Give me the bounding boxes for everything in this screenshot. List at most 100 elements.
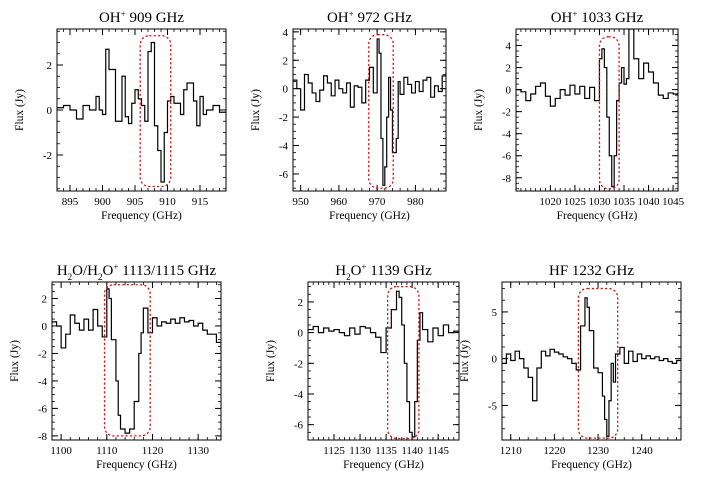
title-title-mid: O: [351, 263, 362, 279]
spectrum-line: [52, 288, 221, 434]
highlight-box: [139, 35, 172, 188]
spectrum-line: [308, 290, 459, 438]
plot-frame: [56, 28, 227, 192]
y-tick-label: 0: [42, 321, 48, 333]
x-tick-label: 915: [192, 196, 209, 208]
panel-title: OH+ 972 GHz: [327, 9, 412, 26]
title-title-sup: +: [572, 9, 577, 19]
x-tick-label: 1240: [631, 445, 654, 457]
title-title-rest: 909 GHz: [126, 10, 185, 26]
plot-frame: [501, 281, 682, 441]
y-axis-label: Flux (Jy): [250, 89, 262, 131]
y-tick-label: 2: [47, 60, 53, 72]
y-tick-label: -6: [502, 151, 512, 163]
y-tick-label: 0: [506, 85, 512, 97]
y-tick-label: 0: [492, 354, 498, 366]
x-axis-label: Frequency (GHz): [343, 459, 424, 471]
y-tick-label: 0: [283, 84, 289, 96]
title-title-sup: +: [349, 9, 354, 19]
y-tick-label: -8: [38, 431, 48, 443]
y-tick-label: -4: [502, 129, 512, 141]
x-tick-label: 1140: [401, 445, 423, 457]
x-tick-label: 1145: [427, 445, 449, 457]
x-axis-label: Frequency (GHz): [329, 210, 410, 222]
panel-title: OH+ 909 GHz: [99, 9, 184, 26]
y-tick-label: -2: [502, 107, 511, 119]
title-title-rest: 1033 GHz: [577, 10, 643, 26]
title-title-sup: +: [361, 262, 366, 272]
panel-title: H2O/H2O+ 1113/1115 GHz: [57, 262, 217, 282]
x-tick-label: 970: [369, 196, 386, 208]
highlight-box: [577, 287, 619, 439]
highlight-box: [368, 34, 394, 189]
title-title-main: H: [57, 263, 68, 279]
spectrum-line: [516, 29, 678, 188]
y-tick-label: -6: [294, 420, 304, 432]
x-tick-label: 950: [292, 196, 309, 208]
y-tick-label: -4: [38, 376, 48, 388]
spectrum-line: [293, 38, 446, 186]
title-title-mid: O/H: [72, 263, 98, 279]
plot-frame: [292, 28, 447, 192]
panel-title: HF 1232 GHz: [549, 263, 634, 279]
y-tick-label: -4: [279, 141, 289, 153]
y-tick-label: -5: [488, 400, 498, 412]
highlight-box: [387, 285, 420, 440]
x-tick-label: 910: [159, 196, 176, 208]
y-axis-label: Flux (Jy): [459, 340, 471, 382]
title-title-main: OH: [99, 10, 121, 26]
x-tick-label: 1020: [539, 196, 562, 208]
y-tick-label: 0: [298, 328, 304, 340]
y-tick-label: -4: [294, 389, 304, 401]
x-tick-label: 900: [94, 196, 111, 208]
panel-title: OH+ 1033 GHz: [551, 9, 644, 26]
y-tick-label: 2: [283, 55, 289, 67]
panel-3: OH+ 1033 GHz 1020 1025 1030 1035 1040 1045 -8 -6…: [473, 9, 685, 222]
title-title-rest: 1113/1115 GHz: [118, 263, 216, 279]
x-tick-label: 1025: [564, 196, 587, 208]
x-tick-label: 1130: [349, 445, 371, 457]
x-axis-label: Frequency (GHz): [96, 459, 177, 471]
x-tick-label: 1045: [662, 196, 685, 208]
y-tick-label: 5: [492, 307, 498, 319]
x-tick-label: 1230: [587, 445, 610, 457]
title-title-sup: +: [113, 262, 118, 272]
title-title-sub: 2: [68, 272, 73, 282]
y-tick-label: -2: [279, 112, 288, 124]
title-title-main: H: [335, 263, 346, 279]
y-tick-label: -2: [43, 150, 52, 162]
highlight-box: [598, 36, 620, 190]
x-tick-label: 1120: [142, 445, 164, 457]
panel-1: OH+ 909 GHz 895 900 905 910 915 -2 0 2 Frequency …: [14, 9, 227, 222]
y-tick-label: 4: [506, 41, 512, 53]
y-tick-label: 2: [298, 297, 304, 309]
plot-frame: [307, 281, 460, 441]
y-tick-label: -8: [502, 173, 512, 185]
title-title-main: OH: [327, 10, 349, 26]
title-title-sup: +: [121, 9, 126, 19]
highlight-box: [103, 284, 151, 437]
x-tick-label: 960: [331, 196, 348, 208]
x-tick-label: 1030: [588, 196, 611, 208]
y-tick-label: 2: [506, 63, 512, 75]
panel-2: OH+ 972 GHz 950 960 970 980 -6 -4 -2 0 2 4 Frequenc…: [250, 9, 447, 222]
spectrum-line: [502, 297, 681, 437]
plot-frame: [515, 28, 679, 192]
y-tick-label: -6: [279, 169, 289, 181]
x-tick-label: 1130: [187, 445, 209, 457]
x-tick-label: 1110: [96, 445, 118, 457]
spectrum-line: [57, 41, 226, 183]
title-title-mid2: O: [103, 263, 114, 279]
x-axis-label: Frequency (GHz): [101, 210, 182, 222]
title-title-rest: 972 GHz: [354, 10, 413, 26]
panel-title: H2O+ 1139 GHz: [335, 262, 432, 282]
x-tick-label: 1100: [50, 445, 72, 457]
y-tick-label: -2: [38, 348, 47, 360]
y-tick-label: -6: [38, 403, 48, 415]
y-axis-label: Flux (Jy): [473, 89, 485, 131]
y-axis-label: Flux (Jy): [14, 89, 26, 131]
x-tick-label: 1210: [500, 445, 523, 457]
